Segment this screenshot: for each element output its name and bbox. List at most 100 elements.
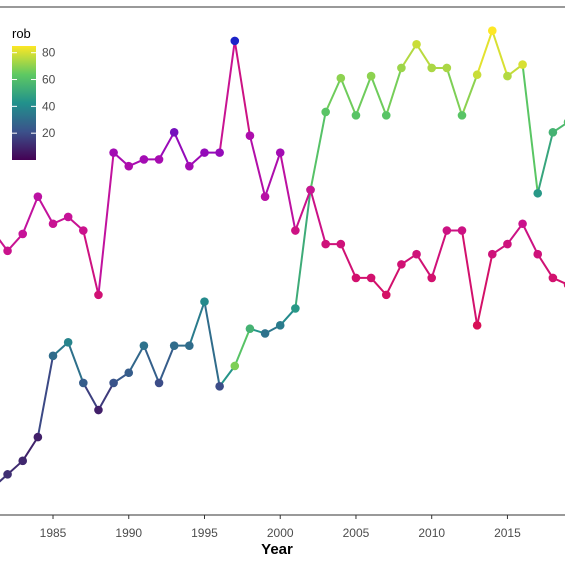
x-tick-label: 2010 <box>418 526 445 540</box>
series-1-segment <box>188 300 206 347</box>
series-2-point <box>260 192 270 201</box>
series-points <box>3 26 565 479</box>
series-2-point <box>79 226 88 235</box>
series-1-segment <box>536 131 554 195</box>
series-1-segment <box>158 344 176 384</box>
x-tick-label: 2005 <box>343 526 370 540</box>
series-1-point <box>487 26 497 36</box>
series-2-point <box>442 226 452 235</box>
x-tick-label: 1985 <box>40 526 67 540</box>
series-2-point <box>503 239 512 249</box>
series-1-segment <box>97 381 115 412</box>
series-1-segment <box>294 188 312 310</box>
series-1-segment <box>415 43 433 69</box>
series-1-point <box>427 63 437 73</box>
series-2-segment <box>279 151 297 232</box>
series-2-point <box>63 212 73 222</box>
series-2-point <box>109 148 118 157</box>
series-1-segment <box>354 75 373 117</box>
series-2-point <box>472 321 482 330</box>
series-2-point <box>518 219 527 229</box>
series-1-segment <box>324 77 342 113</box>
series-2-point <box>291 226 300 235</box>
series-1-point <box>260 329 270 338</box>
series-1-point <box>230 361 240 371</box>
series-2-segment <box>21 195 39 235</box>
series-2-point <box>306 185 315 195</box>
series-2-segment <box>339 243 357 279</box>
series-1-segment <box>491 29 509 78</box>
series-2-point <box>245 131 255 140</box>
series-2-segment <box>521 222 539 256</box>
series-1-segment <box>67 341 85 384</box>
series-1-point <box>215 382 224 391</box>
series-1-segment <box>203 300 221 388</box>
series-1-point <box>351 111 361 120</box>
series-2-point <box>124 161 134 171</box>
series-2-point <box>321 239 330 249</box>
series-2-point <box>412 249 421 259</box>
series-2-segment <box>264 151 282 198</box>
series-1-point <box>472 70 482 80</box>
series-2-point <box>336 239 346 249</box>
series-2-point <box>487 249 497 259</box>
colorbar-legend: rob 20 40 60 80 <box>12 26 56 160</box>
series-1-point <box>321 107 330 117</box>
series-1-point <box>63 337 73 347</box>
series-1-point <box>94 405 103 415</box>
series-1-point <box>185 341 194 350</box>
series-2-point <box>33 192 43 201</box>
series-1-segment <box>370 75 388 117</box>
series-2-point <box>427 273 437 283</box>
series-1-point <box>48 351 58 361</box>
series-1-segment <box>476 29 494 76</box>
series-1-point <box>18 456 28 466</box>
x-axis-title: Year <box>261 541 293 558</box>
series-1-segment <box>127 344 145 374</box>
colorbar <box>12 46 36 160</box>
series-1-segment <box>82 381 100 412</box>
series-2-point <box>18 229 28 239</box>
series-1-segment <box>21 436 39 462</box>
series-2-segment <box>218 39 236 154</box>
x-tick-label: 1990 <box>115 526 142 540</box>
series-2-segment <box>430 229 448 279</box>
series-1-point <box>381 111 391 120</box>
series-2-point <box>275 148 285 157</box>
series-2-segment <box>97 151 115 296</box>
series-1-point <box>79 378 88 388</box>
series-1-segment <box>309 110 327 191</box>
series-2-point <box>48 219 58 229</box>
series-2-point <box>215 148 224 157</box>
series-1-point <box>200 297 209 306</box>
series-2-segment <box>309 188 327 246</box>
series-2-segment <box>173 131 191 168</box>
series-1-point <box>518 60 527 69</box>
series-2-segment <box>460 229 479 327</box>
series-1-point <box>169 341 179 350</box>
series-1-point <box>366 71 376 81</box>
series-1-segment <box>460 73 479 117</box>
series-2-segment <box>415 253 433 279</box>
series-1-point <box>533 188 543 198</box>
colorbar-ticks: 20 40 60 80 <box>12 46 56 140</box>
colorbar-tick-label: 40 <box>42 99 56 113</box>
series-2-point <box>381 290 391 300</box>
series-2-point <box>351 273 361 283</box>
series-2-point <box>533 249 543 259</box>
colorbar-tick-label: 80 <box>42 46 56 60</box>
series-1-point <box>503 71 512 81</box>
series-1-segment <box>339 77 357 117</box>
series-2-segment <box>36 195 55 225</box>
series-lines <box>0 29 565 483</box>
series-1-point <box>33 432 43 442</box>
colorbar-tick-label: 20 <box>42 126 56 140</box>
series-1-point <box>275 321 285 330</box>
series-2-point <box>94 290 103 300</box>
series-2-segment <box>158 131 176 161</box>
series-1-segment <box>400 43 418 69</box>
series-1-point <box>412 39 421 49</box>
series-2-point <box>154 155 164 164</box>
series-2-segment <box>294 188 312 232</box>
